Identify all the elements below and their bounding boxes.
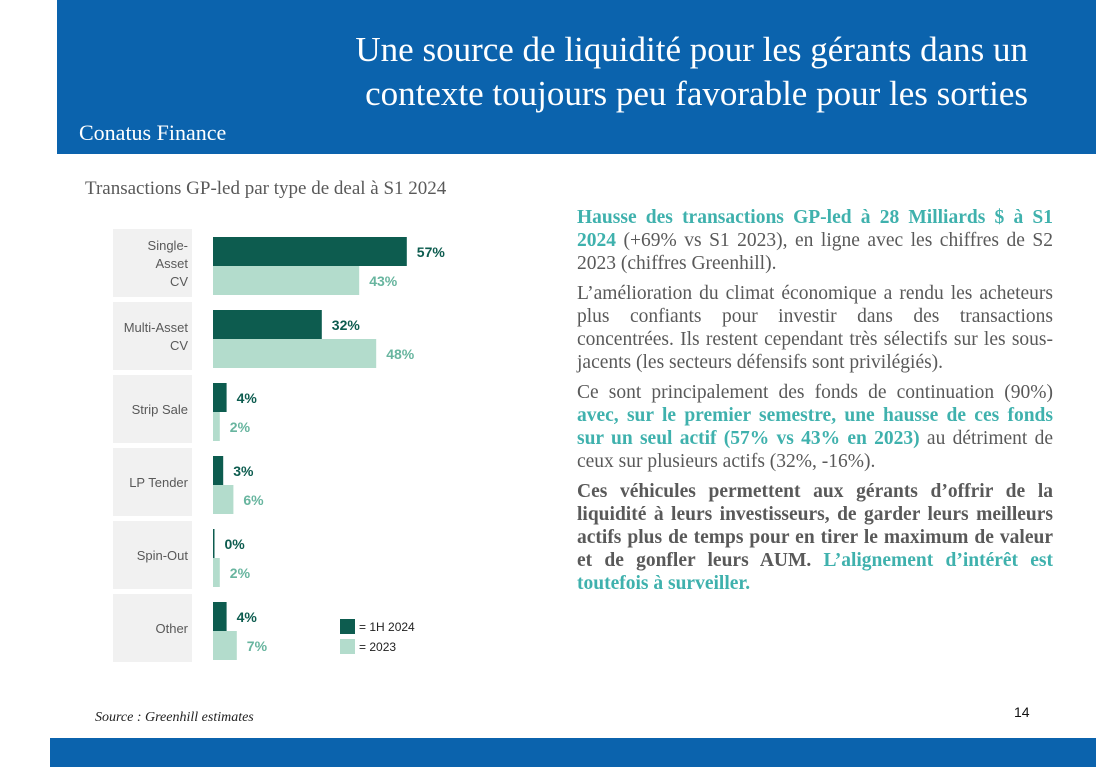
page-number: 14: [1014, 704, 1030, 720]
data-label: 43%: [369, 273, 398, 289]
bar-1h2024: [213, 383, 227, 412]
category-label: Spin-Out: [137, 548, 189, 563]
bar-chart: Single- Asset CV 57% 43% Multi-Asset CV 32% 48% S…: [113, 229, 446, 662]
highlight-text: Hausse des transactions GP-led à 28 Mill…: [577, 207, 1053, 251]
category-label-bg: [113, 448, 192, 516]
slide-title-line-1: Une source de liquidité pour les gérants…: [355, 30, 1028, 69]
data-label: 4%: [237, 390, 258, 406]
body-text: (+69% vs S1 2023), en ligne avec les chi…: [577, 230, 1053, 274]
body-text: Ce sont principalement des fonds de cont…: [577, 382, 1053, 403]
bar-1h2024: [213, 310, 322, 339]
footer-band: [50, 738, 1096, 767]
body-text: au détriment de ceux sur plusieurs actif…: [577, 428, 1053, 472]
category-label: Multi-Asset: [124, 320, 189, 335]
data-label: 2%: [230, 565, 251, 581]
bar-2023: [213, 558, 220, 587]
category-label-bg: [113, 521, 192, 589]
legend-label: = 2023: [359, 640, 396, 654]
bold-text: Ces véhicules permettent aux gérants d’o…: [577, 481, 1053, 571]
category-label: LP Tender: [129, 475, 188, 490]
legend-label: = 1H 2024: [359, 620, 415, 634]
category-label: Strip Sale: [132, 402, 188, 417]
header-band: Une source de liquidité pour les gérants…: [57, 0, 1096, 154]
legend-swatch: [340, 639, 355, 654]
data-label: 2%: [230, 419, 251, 435]
paragraph-3: Ce sont principalement des fonds de cont…: [577, 381, 1053, 473]
bar-1h2024: [213, 456, 224, 485]
data-label: 7%: [247, 638, 268, 654]
legend-swatch: [340, 619, 355, 634]
source-note: Source : Greenhill estimates: [95, 710, 254, 725]
data-label: 4%: [237, 609, 258, 625]
highlight-text: L’alignement d’intérêt est toutefois à s…: [577, 550, 1053, 594]
data-label: 0%: [225, 536, 246, 552]
paragraph-4: Ces véhicules permettent aux gérants d’o…: [577, 480, 1053, 595]
data-label: 48%: [386, 346, 415, 362]
paragraph-1: Hausse des transactions GP-led à 28 Mill…: [577, 206, 1053, 275]
bar-1h2024: [213, 602, 227, 631]
category-label-bg: [113, 375, 192, 443]
data-label: 6%: [243, 492, 264, 508]
highlight-text: avec, sur le premier semestre, une hauss…: [577, 405, 1053, 449]
bar-1h2024: [213, 529, 215, 558]
bar-1h2024: [213, 237, 407, 266]
bar-2023: [213, 631, 237, 660]
slide-title-line-2: contexte toujours peu favorable pour les…: [365, 74, 1028, 113]
paragraph-2: L’amélioration du climat économique a re…: [577, 283, 1053, 373]
bar-2023: [213, 485, 234, 514]
category-label: Other: [155, 621, 188, 636]
category-label-bg: [113, 594, 192, 662]
category-label: CV: [170, 338, 188, 353]
data-label: 57%: [417, 244, 446, 260]
bar-2023: [213, 339, 377, 368]
category-label: Single-: [148, 238, 188, 253]
data-label: 32%: [332, 317, 361, 333]
category-label: Asset: [155, 256, 188, 271]
brand-name: Conatus Finance: [79, 120, 227, 145]
category-label-bg: [113, 229, 192, 297]
commentary: Hausse des transactions GP-led à 28 Mill…: [577, 206, 1053, 602]
chart-title: Transactions GP-led par type de deal à S…: [85, 178, 447, 199]
slide-title: Une source de liquidité pour les gérants…: [355, 28, 1028, 116]
category-label-bg: [113, 302, 192, 370]
bar-2023: [213, 266, 360, 295]
category-label: CV: [170, 274, 188, 289]
bar-2023: [213, 412, 220, 441]
data-label: 3%: [233, 463, 254, 479]
